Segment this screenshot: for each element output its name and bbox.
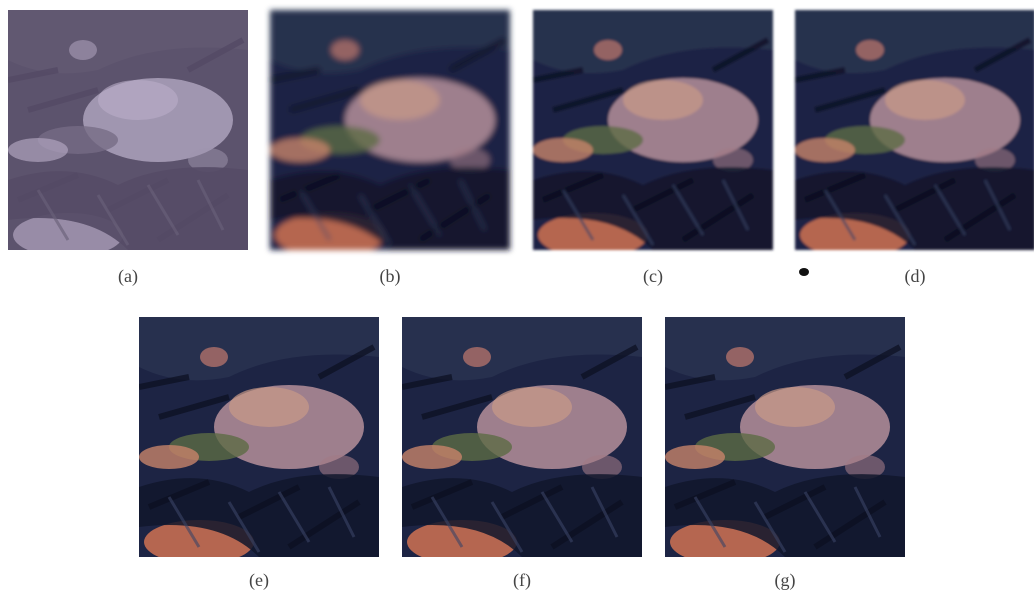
panel-label: (g) [775,570,796,591]
panel-image [270,10,510,257]
panel-image [665,317,905,564]
panel-label: (d) [905,266,926,287]
panel-image [795,10,1034,257]
figure: (a) (b) (c) (d) (e) (f) (g) [0,0,1034,594]
panel-image [8,10,248,257]
panels: (a) (b) (c) (d) (e) (f) (g) [8,10,1034,591]
panel-label: (e) [249,570,269,591]
speck [799,268,809,276]
panel-image [402,317,642,564]
panel-label: (c) [643,266,663,287]
panel-label: (f) [513,570,531,591]
panel-image [533,10,773,257]
panel-label: (a) [118,266,138,287]
panel-label: (b) [380,266,401,287]
panel-image [139,317,379,564]
